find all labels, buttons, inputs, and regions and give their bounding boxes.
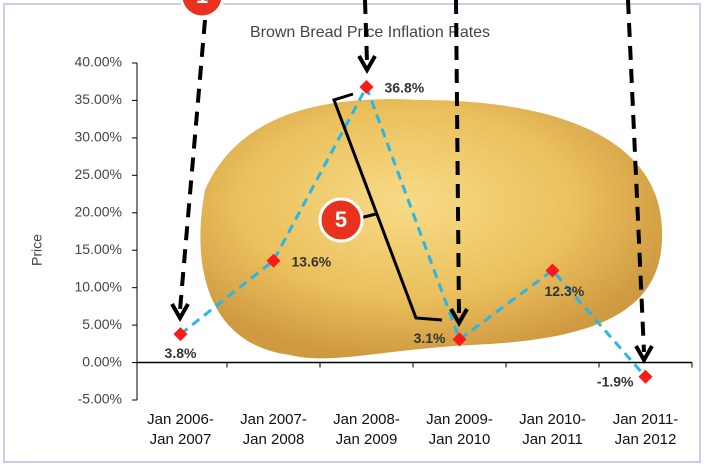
data-point (638, 369, 653, 384)
x-tick-label: Jan 2007- Jan 2008 (240, 411, 307, 448)
y-tick-label: 10.00% (75, 278, 122, 294)
data-label: 3.1% (414, 330, 446, 346)
y-axis-label: Price (29, 234, 45, 266)
callout-badge (179, 0, 225, 19)
y-tick-label: 35.00% (75, 91, 122, 107)
callout-arrow (626, 0, 646, 353)
y-tick-label: 20.00% (75, 203, 122, 219)
data-point (545, 263, 560, 278)
data-label: 36.8% (385, 80, 425, 96)
arrow-head (449, 308, 469, 328)
data-label: -1.9% (597, 373, 634, 389)
data-label: 12.3% (545, 283, 585, 299)
y-tick-label: 40.00% (75, 54, 122, 70)
frame (3, 3, 701, 463)
callout-badge (318, 197, 364, 243)
y-tick-label: 5.00% (82, 316, 122, 332)
chart-title: Brown Bread Price Inflation Rates (250, 24, 490, 41)
y-tick-label: 25.00% (75, 166, 122, 182)
x-tick-label: Jan 2011- Jan 2012 (612, 411, 679, 448)
data-point (359, 79, 374, 94)
y-tick-label: 30.00% (75, 129, 122, 145)
x-tick-label: Jan 2006- Jan 2007 (147, 411, 214, 448)
arrow-head (357, 55, 377, 75)
x-tick-label: Jan 2010- Jan 2011 (519, 411, 586, 448)
callout-arrow (178, 19, 207, 311)
y-tick-label: 15.00% (75, 241, 122, 257)
data-point (452, 332, 467, 347)
bread-image (200, 99, 663, 359)
series-line (179, 83, 647, 378)
arrow-head (170, 303, 190, 323)
callout-number: 5 (335, 207, 347, 232)
y-tick-label: 0.00% (82, 353, 122, 369)
x-tick-label: Jan 2008- Jan 2009 (333, 411, 400, 448)
x-tick-label: Jan 2009- Jan 2010 (426, 411, 493, 448)
data-point (266, 253, 281, 268)
arrow-head (634, 345, 654, 365)
data-label: 3.8% (165, 345, 197, 361)
callout-number: 1 (196, 0, 208, 8)
data-point (173, 327, 188, 342)
callout-arrow (363, 0, 369, 63)
data-label: 13.6% (292, 253, 332, 269)
y-tick-label: -5.00% (78, 391, 122, 407)
callout-arrow (454, 0, 461, 316)
